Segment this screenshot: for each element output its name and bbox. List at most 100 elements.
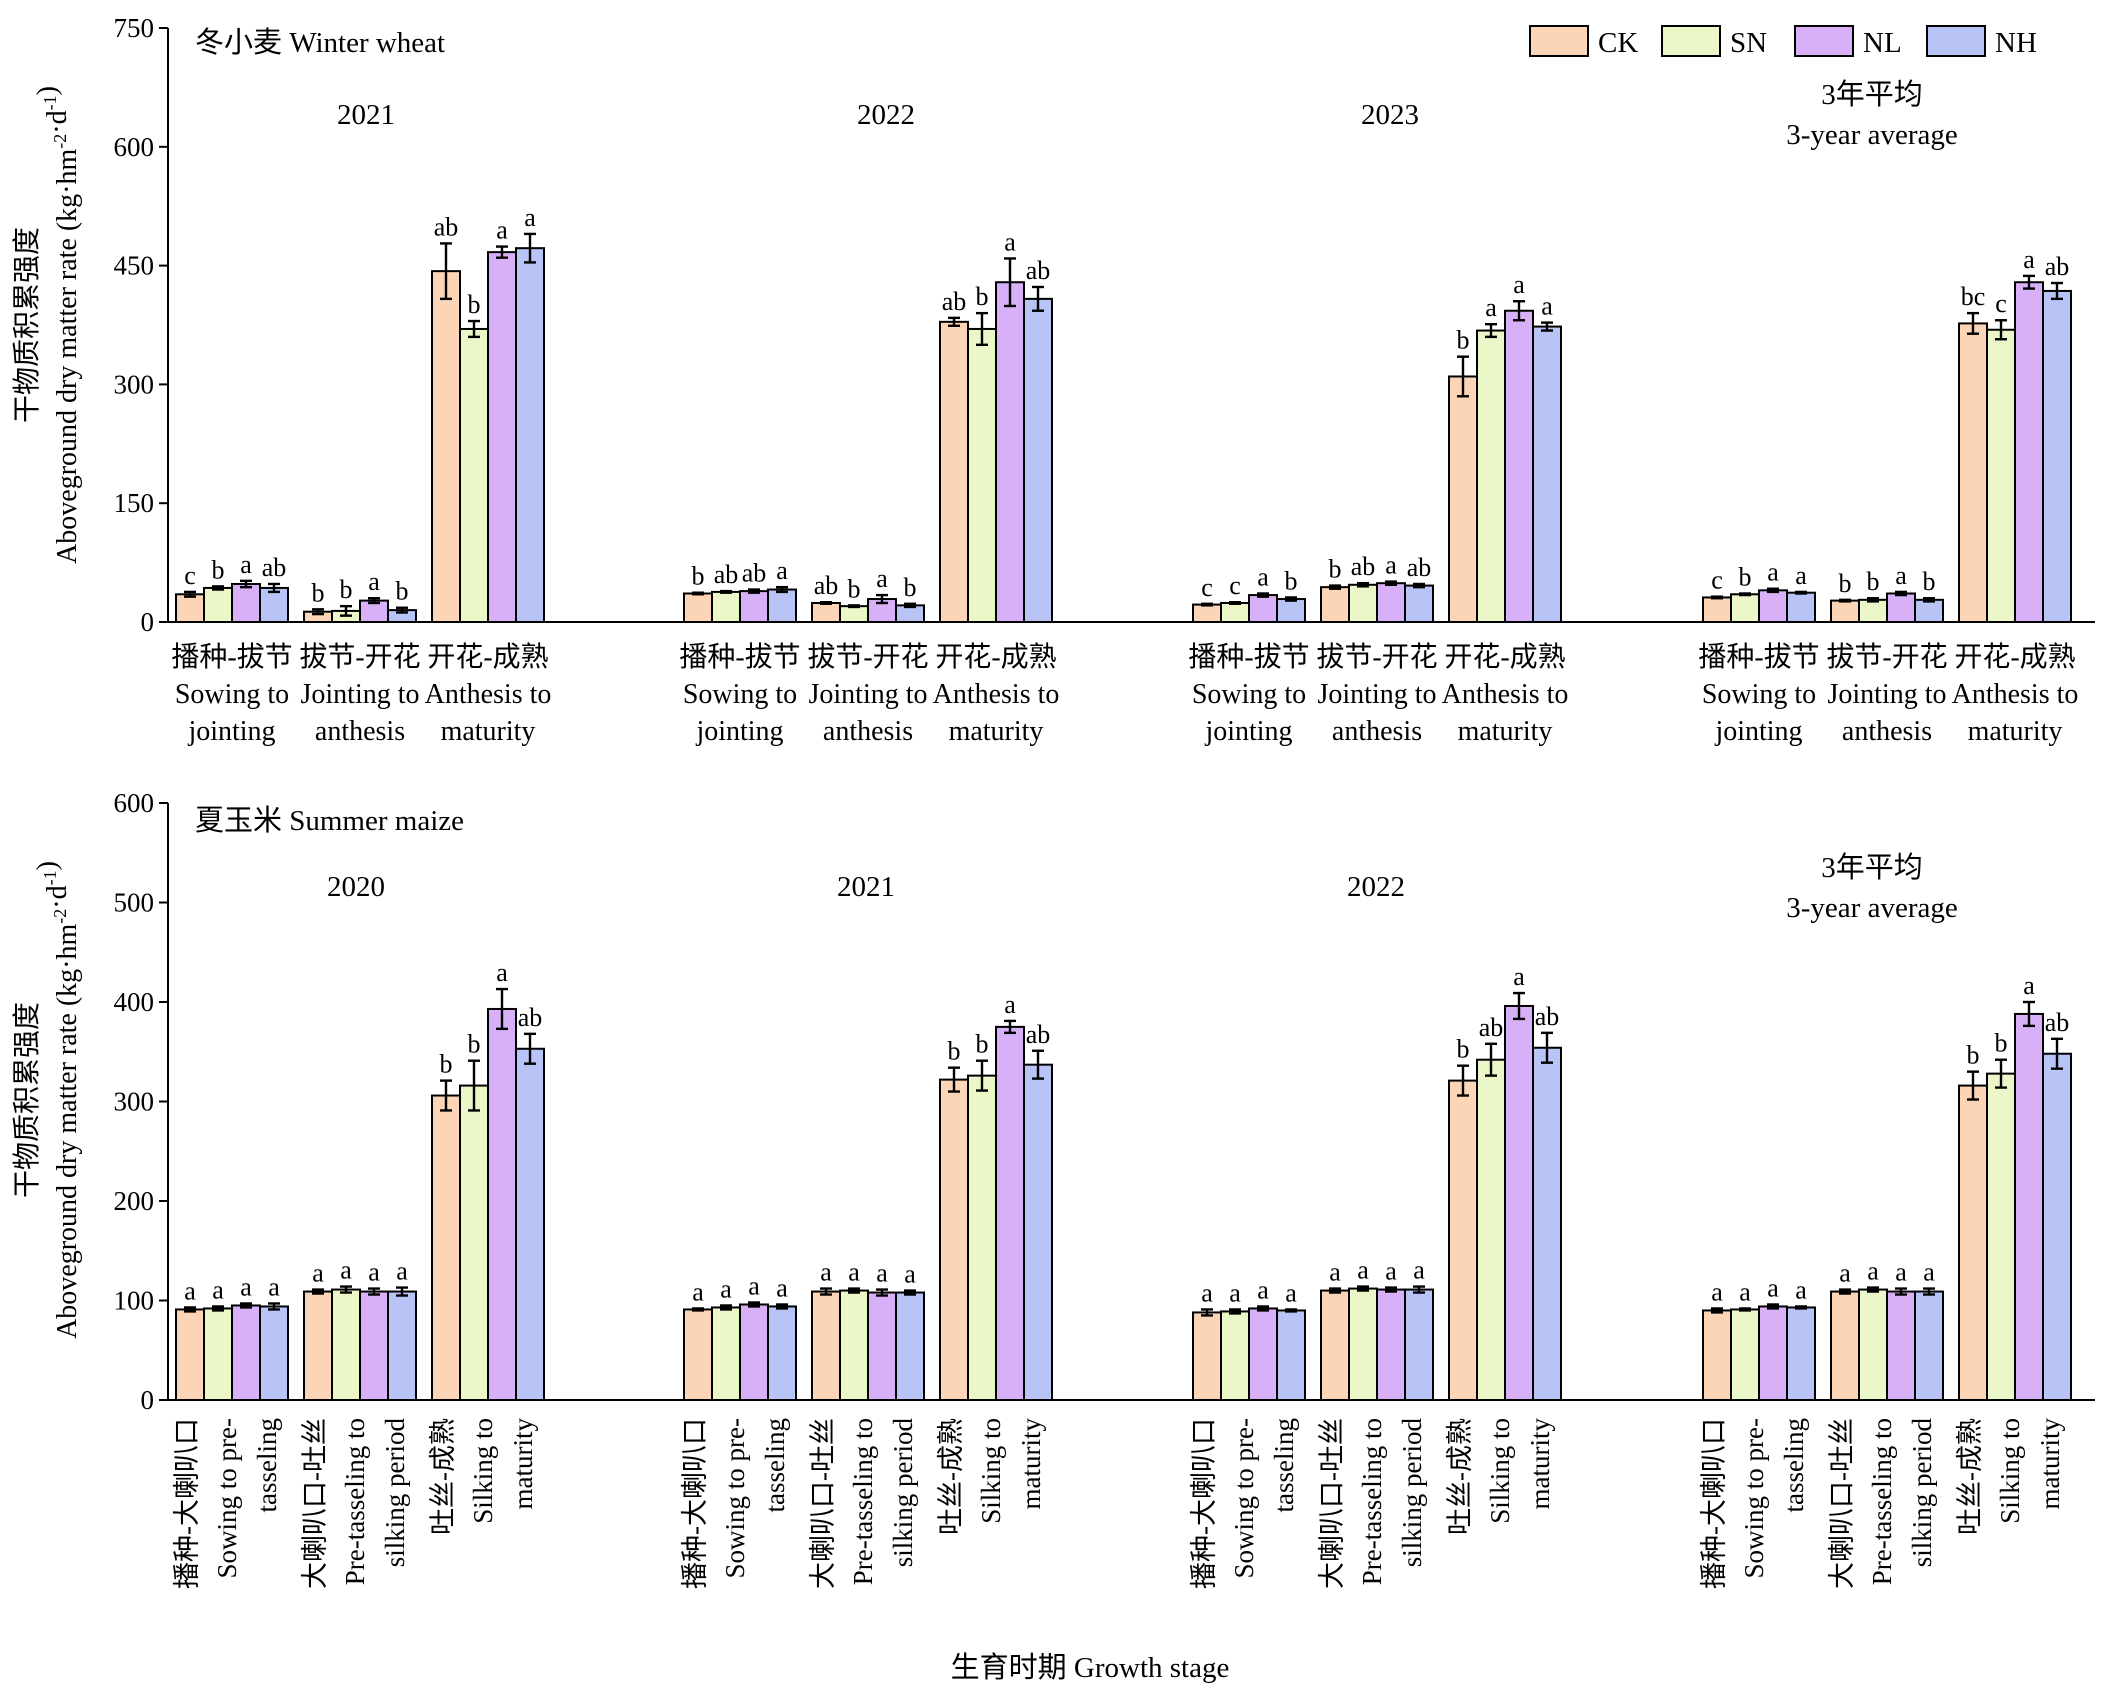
bar-sn	[1730, 1308, 1760, 1401]
significance-letter: c	[1711, 566, 1723, 595]
group-title: 2023	[1361, 99, 1419, 131]
stage-label-cn: 播种-大喇叭口	[1189, 1418, 1219, 1589]
y-axis-title-cn: 干物质积累强度	[11, 227, 43, 423]
significance-letter: b	[976, 282, 989, 311]
significance-letter: b	[340, 575, 353, 604]
significance-letter: a	[1513, 270, 1525, 299]
significance-letter: b	[1923, 567, 1936, 596]
significance-letter: a	[776, 1273, 788, 1302]
stage-label-en: maturity	[1968, 716, 2063, 747]
significance-letter: ab	[714, 560, 739, 589]
stage-label-cn: 大喇叭口-吐丝	[300, 1418, 330, 1589]
y-tick-label: 0	[141, 607, 155, 637]
group-title: 3年平均	[1821, 78, 1923, 111]
bar-sn	[967, 1074, 997, 1401]
stage-label-cn: 播种-拔节	[1698, 641, 1819, 673]
bar-ck	[1830, 1290, 1860, 1402]
stage-label-en: Jointing to	[808, 679, 927, 710]
stage-label-en: jointing	[695, 716, 783, 747]
stage-label-en: Anthesis to	[1442, 679, 1569, 710]
legend-swatch-sn	[1661, 25, 1721, 57]
significance-letter: a	[1004, 227, 1016, 256]
significance-letter: ab	[742, 559, 767, 588]
significance-letter: ab	[434, 212, 459, 241]
stage-label-cn: 大喇叭口-吐丝	[1827, 1418, 1857, 1589]
significance-letter: a	[1485, 293, 1497, 322]
significance-letter: ab	[814, 571, 839, 600]
stage-label-en: Anthesis to	[1952, 679, 2079, 710]
significance-letter: a	[1795, 1275, 1807, 1304]
bar-nh	[1914, 1290, 1944, 1402]
significance-letter: b	[976, 1030, 989, 1059]
significance-letter: ab	[518, 1003, 543, 1032]
stage-label-en: Pre-tasseling to	[1357, 1418, 1387, 1585]
significance-letter: a	[1413, 1256, 1425, 1285]
bar-sn	[1476, 1058, 1506, 1401]
stage-label-en: anthesis	[1842, 716, 1932, 747]
y-tick-label: 500	[114, 888, 155, 918]
stage-label-cn: 大喇叭口-吐丝	[1317, 1418, 1347, 1589]
significance-letter: a	[820, 1258, 832, 1287]
bar-nl	[1376, 582, 1406, 624]
stage-label-en: maturity	[1016, 1418, 1046, 1510]
y-tick-label: 300	[114, 369, 155, 399]
significance-letter: b	[848, 574, 861, 603]
significance-letter: a	[396, 1257, 408, 1286]
stage-label-en: maturity	[1525, 1418, 1555, 1510]
stage-label-en: Silking to	[468, 1418, 498, 1524]
stage-label-en: maturity	[1458, 716, 1553, 747]
bar-nh	[2042, 289, 2072, 623]
stage-label-en: Sowing to pre-	[1229, 1418, 1259, 1578]
significance-letter: a	[692, 1277, 704, 1306]
stage-label-en: maturity	[508, 1418, 538, 1510]
bar-sn	[1476, 329, 1506, 623]
stage-label-cn: 播种-大喇叭口	[1699, 1418, 1729, 1589]
bar-nl	[231, 1304, 261, 1401]
stage-label-en: silking period	[1397, 1418, 1427, 1568]
bar-ck	[811, 1290, 841, 1402]
significance-letter: a	[2023, 245, 2035, 274]
significance-letter: ab	[1535, 1002, 1560, 1031]
bar-nl	[1504, 1004, 1534, 1401]
bar-nl	[867, 1291, 897, 1402]
significance-letter: c	[1229, 571, 1241, 600]
bar-sn	[203, 1307, 233, 1401]
significance-letter: a	[1923, 1258, 1935, 1287]
bar-ck	[1320, 586, 1350, 623]
stage-label-en: anthesis	[315, 716, 405, 747]
significance-letter: c	[184, 561, 196, 590]
stage-label-cn: 开花-成熟	[1444, 641, 1565, 673]
bar-nh	[259, 1305, 289, 1401]
significance-letter: a	[1541, 292, 1553, 321]
stage-label-cn: 吐丝-成熟	[936, 1418, 966, 1535]
bar-nl	[739, 1303, 769, 1401]
bar-nh	[387, 1290, 417, 1402]
stage-label-en: Sowing to	[1192, 679, 1306, 710]
bar-ck	[1192, 603, 1222, 623]
bar-ck	[1448, 1079, 1478, 1401]
bar-sn	[1348, 1287, 1378, 1402]
bar-sn	[711, 1306, 741, 1401]
stage-label-en: Sowing to pre-	[212, 1418, 242, 1578]
legend-swatch-nl	[1794, 25, 1854, 57]
bar-sn	[1986, 328, 2016, 623]
significance-letter: b	[212, 555, 225, 584]
significance-letter: a	[1329, 1258, 1341, 1287]
bar-sn	[459, 1084, 489, 1401]
y-tick-label: 0	[141, 1385, 155, 1415]
bar-nl	[995, 281, 1025, 623]
significance-letter: a	[1767, 1273, 1779, 1302]
stage-label-cn: 播种-大喇叭口	[680, 1418, 710, 1589]
stage-label-cn: 大喇叭口-吐丝	[808, 1418, 838, 1589]
bar-sn	[839, 605, 869, 623]
stage-label-cn: 拔节-开花	[299, 641, 420, 673]
significance-letter: a	[1767, 558, 1779, 587]
group-title: 2021	[337, 99, 395, 131]
significance-letter: a	[1257, 562, 1269, 591]
bar-nl	[359, 1290, 389, 1402]
bar-ck	[1702, 596, 1732, 623]
bar-ck	[939, 320, 969, 623]
bar-nl	[487, 1007, 517, 1402]
significance-letter: a	[340, 1256, 352, 1285]
